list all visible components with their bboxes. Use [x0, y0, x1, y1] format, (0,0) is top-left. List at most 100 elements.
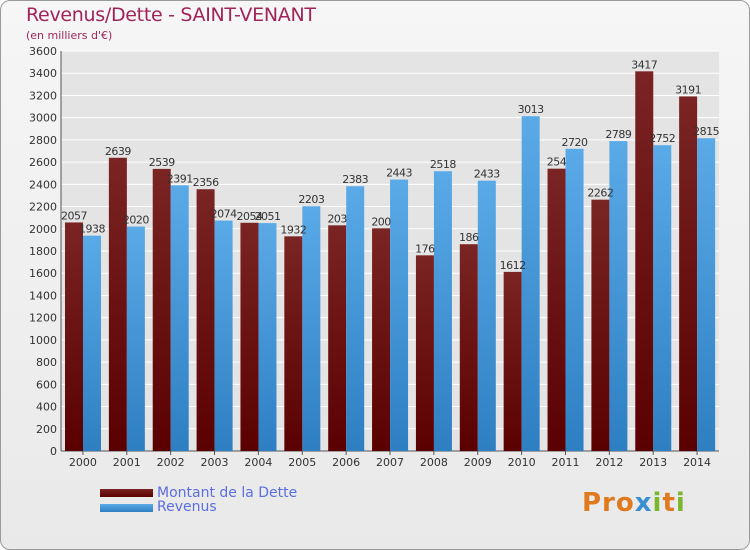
bar-debt	[372, 228, 391, 451]
data-label-revenue: 2020	[123, 214, 149, 227]
y-tick-label: 600	[36, 378, 57, 391]
legend-swatch-revenue	[100, 504, 153, 512]
x-tick-label: 2004	[244, 456, 272, 469]
data-label-debt: 2639	[105, 145, 131, 158]
data-label-debt: 3417	[631, 58, 657, 71]
x-tick-label: 2009	[464, 456, 492, 469]
x-tick-label: 2010	[508, 456, 536, 469]
y-tick-label: 2200	[29, 201, 57, 214]
bar-debt	[65, 222, 83, 451]
y-tick-label: 1000	[29, 334, 57, 347]
x-tick-label: 2011	[551, 456, 579, 469]
bar-debt	[591, 199, 610, 451]
x-tick-label: 2014	[683, 456, 711, 469]
data-label-debt: 2057	[61, 209, 87, 222]
y-tick-label: 0	[50, 445, 57, 458]
bar-revenue	[697, 138, 716, 451]
y-tick-label: 3200	[29, 89, 57, 102]
data-label-debt: 1612	[500, 259, 526, 272]
y-tick-label: 200	[36, 423, 57, 436]
y-tick-label: 1400	[29, 289, 57, 302]
x-tick-label: 2005	[288, 456, 316, 469]
bar-debt	[547, 168, 566, 451]
bar-debt	[240, 222, 259, 451]
chart-title: Revenus/Dette - SAINT-VENANT	[26, 4, 316, 26]
x-tick-label: 2012	[595, 456, 623, 469]
bar-revenue	[214, 220, 233, 451]
y-tick-label: 3400	[29, 67, 57, 80]
data-label-revenue: 1938	[79, 223, 105, 236]
data-label-debt: 2262	[587, 187, 613, 200]
legend-label-revenue: Revenus	[157, 499, 217, 515]
x-tick-label: 2002	[157, 456, 185, 469]
bar-debt	[196, 189, 215, 451]
data-label-debt: 2356	[193, 176, 219, 189]
data-label-debt: 254	[547, 156, 567, 169]
bar-revenue	[126, 226, 145, 451]
bar-debt	[152, 168, 171, 451]
data-label-revenue: 2789	[605, 128, 631, 141]
data-label-revenue: 2383	[342, 173, 368, 186]
data-label-debt: 186	[459, 231, 479, 244]
x-tick-label: 2008	[420, 456, 448, 469]
data-label-revenue: 2074	[211, 208, 237, 221]
data-label-revenue: 3013	[518, 103, 544, 116]
bar-debt	[635, 71, 654, 451]
bar-revenue	[477, 180, 496, 451]
data-label-debt: 1932	[280, 223, 306, 236]
bar-revenue	[83, 235, 101, 451]
x-tick-label: 2003	[201, 456, 229, 469]
bar-debt	[415, 255, 434, 451]
bar-revenue	[653, 145, 672, 451]
data-label-debt: 2054	[236, 210, 262, 223]
data-label-debt: 176	[415, 242, 435, 255]
data-label-debt: 200	[371, 215, 391, 228]
x-tick-label: 2001	[113, 456, 141, 469]
x-tick-label: 2007	[376, 456, 404, 469]
bar-revenue	[565, 148, 584, 451]
x-tick-label: 2000	[69, 456, 97, 469]
y-tick-label: 800	[36, 356, 57, 369]
data-label-revenue: 2815	[693, 125, 719, 138]
y-tick-label: 2600	[29, 156, 57, 169]
bar-revenue	[433, 171, 452, 451]
bar-debt	[328, 225, 347, 451]
y-tick-label: 1600	[29, 267, 57, 280]
data-label-revenue: 2203	[298, 193, 324, 206]
data-label-revenue: 2752	[649, 132, 675, 145]
proxiti-logo: Proxiti	[582, 488, 686, 518]
bar-debt	[459, 244, 478, 451]
x-tick-label: 2013	[639, 456, 667, 469]
y-tick-label: 2800	[29, 134, 57, 147]
bar-revenue	[390, 179, 409, 452]
y-tick-label: 400	[36, 401, 57, 414]
data-label-revenue: 2443	[386, 167, 412, 180]
bar-debt	[284, 236, 303, 451]
data-label-debt: 203	[327, 212, 347, 225]
bar-revenue	[170, 185, 189, 452]
bar-debt	[679, 96, 698, 451]
y-tick-label: 2400	[29, 178, 57, 191]
bar-debt	[108, 157, 127, 451]
data-label-revenue: 2433	[474, 168, 500, 181]
chart-subtitle: (en milliers d'€)	[26, 29, 113, 42]
y-tick-label: 3000	[29, 112, 57, 125]
legend-label-debt: Montant de la Dette	[157, 485, 298, 501]
data-label-debt: 3191	[675, 83, 701, 96]
data-label-debt: 2539	[149, 156, 175, 169]
data-label-revenue: 2518	[430, 158, 456, 171]
y-tick-label: 1200	[29, 312, 57, 325]
bar-debt	[503, 271, 522, 451]
data-label-revenue: 2720	[562, 136, 588, 149]
bar-revenue	[521, 116, 540, 451]
bar-revenue	[609, 141, 628, 451]
y-tick-label: 1800	[29, 245, 57, 258]
bar-revenue	[346, 186, 365, 451]
data-label-revenue: 2391	[167, 172, 193, 185]
bar-revenue	[302, 206, 321, 451]
data-label-revenue: 2051	[254, 210, 280, 223]
x-tick-label: 2006	[332, 456, 360, 469]
legend-swatch-debt	[100, 489, 153, 497]
bar-revenue	[258, 223, 277, 451]
